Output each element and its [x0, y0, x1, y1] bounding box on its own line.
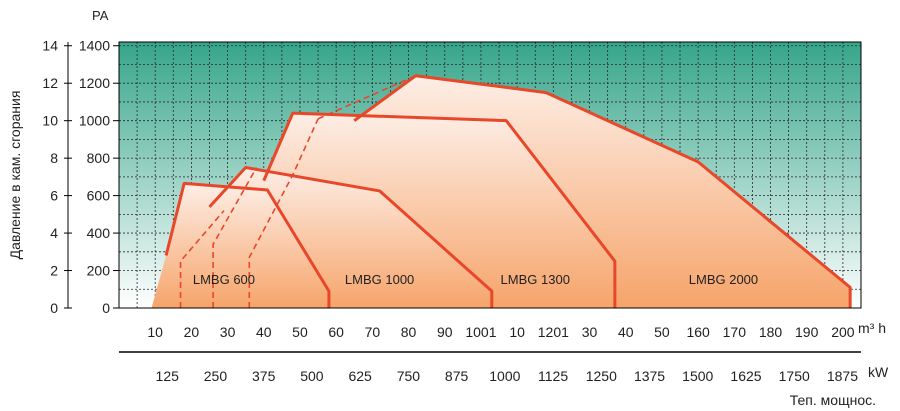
x-flow-tick-label: 90: [437, 324, 453, 340]
x-flow-tick-label: 190: [795, 324, 819, 340]
x-power-tick-label: 1875: [827, 368, 858, 384]
x-flow-tick-label: 10: [147, 324, 163, 340]
x-flow-tick-label: 20: [184, 324, 200, 340]
y-mbar-tick-label: 0: [50, 300, 58, 316]
dashed-line: [317, 74, 417, 120]
x-flow-tick-label: 30: [220, 324, 236, 340]
x-flow-tick-label: 40: [256, 324, 272, 340]
y-mbar-tick-label: 4: [50, 225, 58, 241]
x-flow-tick-label: 40: [618, 324, 634, 340]
x-flow-unit: m³ h: [858, 320, 886, 336]
envelope-outline: [353, 74, 852, 308]
x-power-tick-label: 1750: [779, 368, 810, 384]
y-axes: 0 2 4 6 8 10 12 14 0 200 400 600 800 1000 1200 1400: [42, 38, 119, 316]
envelope-outline: [262, 111, 617, 308]
dashed-line: [212, 167, 258, 308]
series-label: LMBG 600: [193, 272, 255, 287]
y-pa-tick-label: 800: [87, 150, 111, 166]
dashed-lines: [179, 74, 417, 308]
x-power-tick-label: 1625: [730, 368, 761, 384]
x-flow-tick-label: 1201: [538, 324, 569, 340]
envelope-outlines: [164, 74, 852, 308]
x-power-tick-label: 875: [445, 368, 469, 384]
y-mbar-tick-label: 2: [50, 263, 58, 279]
x-power-tick-label: 1375: [634, 368, 665, 384]
x-flow-tick-label: 70: [365, 324, 381, 340]
x-power-tick-label: 1250: [586, 368, 617, 384]
plot-frame: [118, 41, 862, 309]
envelope-outline: [208, 166, 494, 308]
x-power-tick-label: 500: [300, 368, 324, 384]
x-power-tick-label: 1500: [682, 368, 713, 384]
y-mbar-tick-label: 10: [42, 113, 58, 129]
envelope-fills: [151, 75, 851, 308]
x-axes: 10 20 30 40 50 60 70 80 90 1001 10 1201 30 40 50 160 170…: [119, 324, 861, 384]
y-pa-tick-label: 600: [87, 188, 111, 204]
y-axis-title: Давление в кам. сгорания: [7, 91, 23, 260]
y-unit-label: PA: [92, 8, 109, 23]
x-power-tick-label: 1000: [489, 368, 520, 384]
x-power-tick-label: 625: [348, 368, 372, 384]
x-power-tick-label: 250: [204, 368, 228, 384]
x-flow-tick-label: 1001: [465, 324, 496, 340]
x-flow-tick-label: 50: [654, 324, 670, 340]
x-flow-tick-label: 170: [723, 324, 747, 340]
series-label: LMBG 1000: [345, 272, 414, 287]
x-flow-tick-label: 10: [509, 324, 525, 340]
y-pa-tick-label: 1200: [79, 75, 110, 91]
dashed-line: [248, 118, 319, 308]
x-flow-tick-label: 160: [686, 324, 710, 340]
x-power-title: Теп. мощнос.: [790, 392, 876, 408]
x-flow-tick-label: 30: [582, 324, 598, 340]
y-pa-tick-label: 200: [87, 263, 111, 279]
series-labels: LMBG 2000 LMBG 1300 LMBG 1000 LMBG 600: [193, 272, 758, 287]
y-mbar-tick-label: 6: [50, 188, 58, 204]
x-flow-tick-label: 80: [401, 324, 417, 340]
x-flow-tick-label: 50: [292, 324, 308, 340]
series-label: LMBG 2000: [689, 272, 758, 287]
y-pa-tick-label: 1000: [79, 113, 110, 129]
y-mbar-tick-label: 12: [42, 75, 58, 91]
envelope-fill: [151, 183, 329, 308]
series-label: LMBG 1300: [501, 272, 570, 287]
y-pa-tick-label: 1400: [79, 38, 110, 54]
y-pa-tick-label: 400: [87, 225, 111, 241]
x-power-tick-label: 750: [397, 368, 421, 384]
y-mbar-tick-label: 8: [50, 150, 58, 166]
envelope-outline: [164, 181, 331, 308]
dashed-line: [179, 210, 225, 308]
x-flow-tick-label: 200: [831, 324, 855, 340]
x-power-unit: kW: [868, 364, 889, 380]
x-power-tick-label: 125: [156, 368, 180, 384]
y-pa-tick-label: 0: [102, 300, 110, 316]
x-power-tick-label: 1125: [538, 368, 568, 384]
x-power-tick-label: 375: [252, 368, 276, 384]
x-flow-tick-label: 180: [759, 324, 783, 340]
y-mbar-tick-label: 14: [42, 38, 58, 54]
x-flow-tick-label: 60: [328, 324, 344, 340]
